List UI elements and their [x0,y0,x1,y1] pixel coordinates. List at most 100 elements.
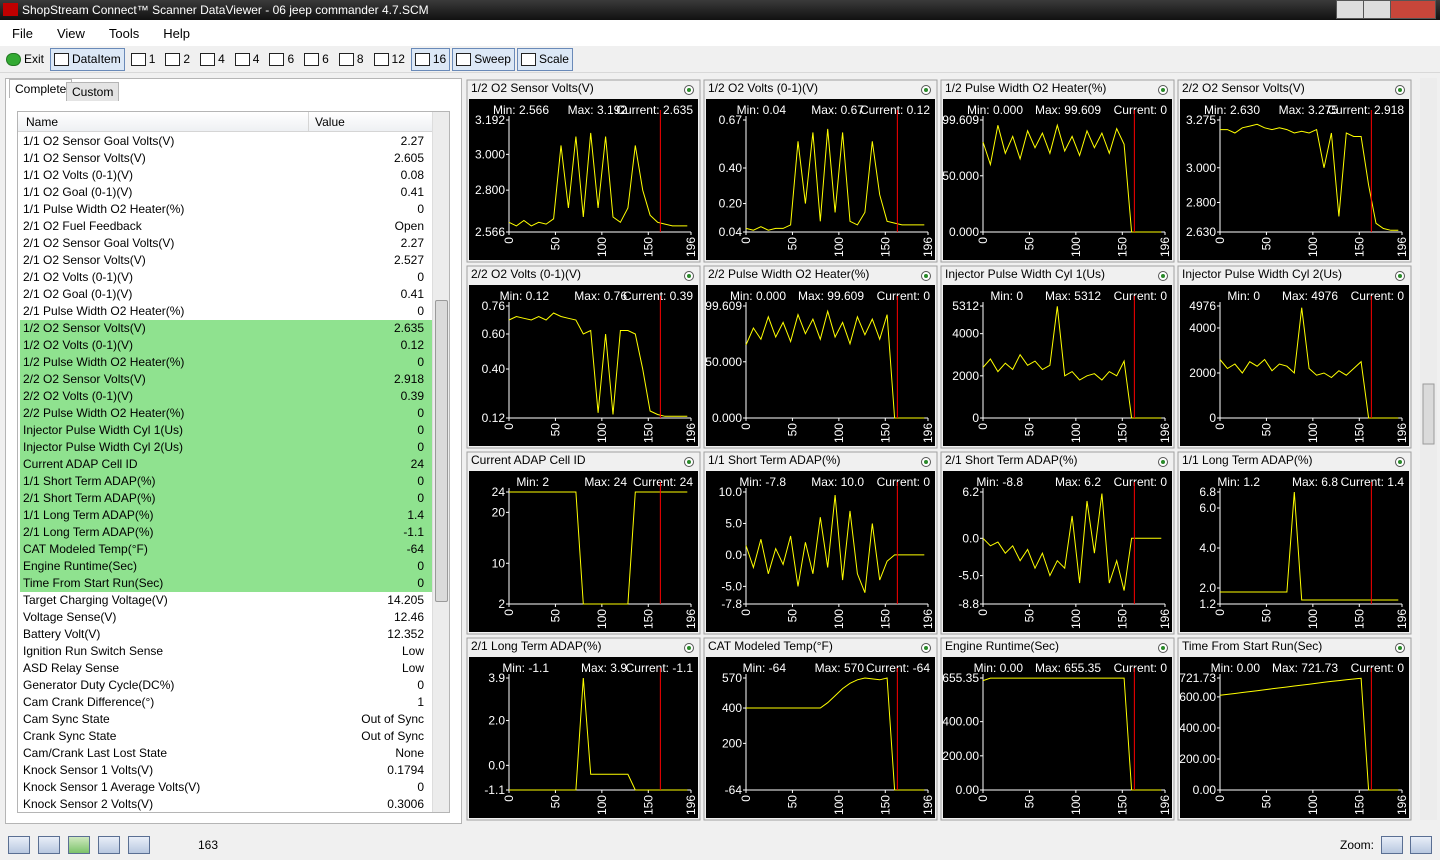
nav-button[interactable] [98,836,120,854]
current-label: Current: 2.918 [1327,103,1404,117]
minimize-button[interactable] [1336,0,1364,19]
app-icon [3,3,18,16]
toolbar-button[interactable]: DataItem [50,47,125,71]
y-tick-label: 0.00 [956,783,980,797]
nav-button[interactable] [68,836,90,854]
y-tick-label: 2.566 [475,225,505,239]
list-row[interactable]: 1/1 Long Term ADAP(%) 1.4 [20,507,432,524]
toolbar-button[interactable]: Sweep [452,47,515,71]
list-row[interactable]: 2/1 O2 Fuel Feedback Open [20,218,432,235]
toolbar-button[interactable]: 2 [161,48,194,71]
list-row[interactable]: Ignition Run Switch Sense Low [20,643,432,660]
list-row[interactable]: Battery Volt(V) 12.352 [20,626,432,643]
list-row[interactable]: CAT Modeled Temp(°F) -64 [20,541,432,558]
menu-item[interactable]: File [12,25,33,41]
list-row[interactable]: 2/1 O2 Sensor Goal Volts(V) 2.27 [20,235,432,252]
list-row[interactable]: 2/2 O2 Sensor Volts(V) 2.918 [20,371,432,388]
zoom-in[interactable] [1381,836,1403,854]
list-row[interactable]: 2/1 O2 Sensor Volts(V) 2.527 [20,252,432,269]
list-row[interactable]: Generator Duty Cycle(DC%) 0 [20,677,432,694]
min-label: Min: 0 [990,289,1023,303]
y-tick-label: 2.0 [488,714,505,728]
toolbar-button[interactable]: 4 [196,48,229,71]
list-row[interactable]: 1/1 O2 Sensor Goal Volts(V) 2.27 [20,133,432,150]
list-row[interactable]: 2/1 Pulse Width O2 Heater(%) 0 [20,303,432,320]
graph-scroll-thumb[interactable] [1422,383,1435,445]
current-label: Current: 0 [1114,103,1168,117]
scrollbar[interactable] [432,112,449,812]
list-row[interactable]: Engine Runtime(Sec) 0 [20,558,432,575]
list-row[interactable]: 2/1 O2 Volts (0-1)(V) 0 [20,269,432,286]
plot-background [943,471,1172,632]
list-row[interactable]: Injector Pulse Width Cyl 1(Us) 0 [20,422,432,439]
toolbar-button[interactable]: Exit [2,48,48,71]
toolbar-button[interactable]: 4 [231,48,264,71]
plot-background [943,657,1172,818]
list-row[interactable]: 1/1 Short Term ADAP(%) 0 [20,473,432,490]
maximize-button[interactable] [1363,0,1391,19]
x-tick-label: 100 [595,237,609,257]
x-tick-label: 196 [1395,423,1409,443]
toolbar-button[interactable]: Scale [516,47,573,71]
item-name: 2/1 O2 Volts (0-1)(V) [23,270,134,284]
trace [982,677,1162,791]
menu-item[interactable]: View [56,25,85,41]
menu-item[interactable]: Help [163,25,191,41]
item-value: 0.1794 [387,763,424,777]
list-row[interactable]: 1/1 Pulse Width O2 Heater(%) 0 [20,201,432,218]
list-row[interactable]: ASD Relay Sense Low [20,660,432,677]
zoom-out[interactable] [1410,836,1432,854]
list-row[interactable]: Time From Start Run(Sec) 0 [20,575,432,592]
plot-background [1180,657,1409,818]
x-tick-label: 150 [1352,609,1366,629]
toolbar-button[interactable]: 6 [265,48,298,71]
nav-button[interactable] [38,836,60,854]
menu-item[interactable]: Tools [108,25,140,41]
list-row[interactable]: Knock Sensor 2 Volts(V) 0.3006 [20,796,432,812]
list-row[interactable]: Injector Pulse Width Cyl 2(Us) 0 [20,439,432,456]
toolbar-button[interactable]: 16 [410,47,451,71]
current-label: Current: -1.1 [626,661,694,675]
list-row[interactable]: Target Charging Voltage(V) 14.205 [20,592,432,609]
close-button[interactable] [1390,0,1436,19]
list-row[interactable]: Knock Sensor 1 Volts(V) 0.1794 [20,762,432,779]
x-tick-label: 0 [502,423,516,430]
list-row[interactable]: 1/1 O2 Volts (0-1)(V) 0.08 [20,167,432,184]
list-row[interactable]: 2/1 Long Term ADAP(%) -1.1 [20,524,432,541]
list-row[interactable]: Cam/Crank Last Lost State None [20,745,432,762]
list-row[interactable]: 1/2 O2 Volts (0-1)(V) 0.12 [20,337,432,354]
scroll-thumb[interactable] [435,300,448,602]
list-row[interactable]: 2/1 Short Term ADAP(%) 0 [20,490,432,507]
list-row[interactable]: 2/1 O2 Goal (0-1)(V) 0.41 [20,286,432,303]
item-value: 0 [417,406,424,420]
list-row[interactable]: Voltage Sense(V) 12.46 [20,609,432,626]
tab[interactable]: Custom [66,82,120,101]
graph-scrollbar[interactable] [1420,78,1437,820]
list-row[interactable]: 2/2 O2 Volts (0-1)(V) 0.39 [20,388,432,405]
x-tick-label: 50 [1022,237,1036,251]
toolbar-button[interactable]: 6 [300,48,333,71]
list-row[interactable]: Cam Crank Difference(°) 1 [20,694,432,711]
x-tick-label: 100 [1306,423,1320,443]
list-row[interactable]: Current ADAP Cell ID 24 [20,456,432,473]
list-row[interactable]: Crank Sync State Out of Sync [20,728,432,745]
toolbar-button[interactable]: 1 [127,48,160,71]
list-row[interactable]: 2/2 Pulse Width O2 Heater(%) 0 [20,405,432,422]
trace [508,312,688,417]
list-row[interactable]: 1/2 Pulse Width O2 Heater(%) 0 [20,354,432,371]
toolbar-button[interactable]: 12 [370,48,409,71]
item-value: 24 [410,457,424,471]
list-row[interactable]: 1/1 O2 Goal (0-1)(V) 0.41 [20,184,432,201]
list-row[interactable]: Knock Sensor 1 Average Volts(V) 0 [20,779,432,796]
y-tick-label: 1.2 [1199,597,1216,611]
nav-button[interactable] [8,836,30,854]
current-label: Current: 0 [1114,661,1168,675]
list-row[interactable]: Cam Sync State Out of Sync [20,711,432,728]
toolbar-button[interactable]: 8 [335,48,368,71]
y-tick-label: 0.0 [962,531,979,545]
list-row[interactable]: 1/2 O2 Sensor Volts(V) 2.635 [20,320,432,337]
x-tick-label: 150 [641,795,655,815]
tab[interactable]: Complete [9,79,73,98]
list-row[interactable]: 1/1 O2 Sensor Volts(V) 2.605 [20,150,432,167]
nav-button[interactable] [128,836,150,854]
